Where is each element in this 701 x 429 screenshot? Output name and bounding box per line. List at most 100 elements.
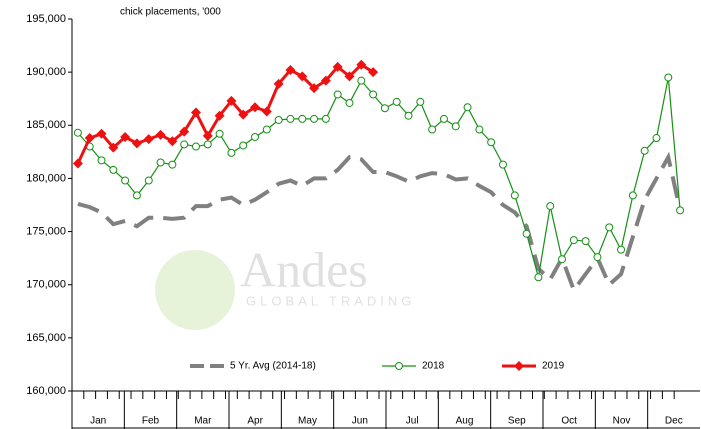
point	[320, 75, 331, 86]
y-tick-label: 175,000	[26, 225, 66, 237]
y-tick-label: 195,000	[26, 13, 66, 25]
point	[676, 206, 685, 215]
point	[96, 128, 107, 139]
point	[356, 59, 367, 70]
point	[569, 236, 578, 245]
point	[132, 191, 141, 200]
point	[428, 125, 437, 134]
x-tick-label: Nov	[613, 416, 631, 427]
point	[344, 71, 355, 82]
legend-label: 5 Yr. Avg (2014-18)	[230, 361, 316, 372]
y-tick-label: 180,000	[26, 172, 66, 184]
watermark-tagline: GLOBAL TRADING	[246, 293, 415, 308]
point	[191, 142, 200, 151]
x-tick-label: May	[298, 416, 317, 427]
point	[332, 61, 343, 72]
point	[131, 138, 142, 149]
point	[285, 65, 296, 76]
point	[274, 115, 283, 124]
point	[202, 130, 213, 141]
point	[250, 102, 261, 113]
point	[309, 83, 320, 94]
x-tick-label: Jul	[406, 416, 419, 427]
point	[439, 114, 448, 123]
y-tick-label: 170,000	[26, 279, 66, 291]
point	[144, 176, 153, 185]
point	[168, 160, 177, 169]
legend-marker	[395, 362, 403, 370]
point	[109, 165, 118, 174]
point	[451, 122, 460, 131]
x-tick-label: Oct	[561, 416, 577, 427]
point	[214, 110, 225, 121]
point	[345, 98, 354, 107]
point	[108, 142, 119, 153]
point	[321, 114, 330, 123]
point	[239, 141, 248, 150]
point	[534, 273, 543, 282]
point	[510, 191, 519, 200]
point	[97, 156, 106, 165]
point	[498, 160, 507, 169]
point	[179, 126, 190, 137]
point	[156, 158, 165, 167]
y-tick-label: 190,000	[26, 66, 66, 78]
point	[190, 107, 201, 118]
x-tick-label: Jan	[90, 416, 106, 427]
x-tick-label: Jun	[352, 416, 368, 427]
point	[558, 255, 567, 264]
point	[333, 90, 342, 99]
point	[298, 114, 307, 123]
point	[368, 67, 379, 78]
point	[640, 146, 649, 155]
point	[392, 97, 401, 106]
point	[84, 133, 95, 144]
point	[617, 245, 626, 254]
point	[369, 90, 378, 99]
point	[121, 176, 130, 185]
point	[652, 134, 661, 143]
x-tick-label: Mar	[194, 416, 212, 427]
point	[251, 132, 260, 141]
point	[143, 134, 154, 145]
point	[72, 158, 83, 169]
point	[404, 111, 413, 120]
point	[546, 202, 555, 211]
point	[463, 103, 472, 112]
x-tick-label: Dec	[665, 416, 683, 427]
point	[273, 78, 284, 89]
point	[180, 140, 189, 149]
watermark-logo	[155, 250, 235, 330]
point	[357, 76, 366, 85]
point	[416, 97, 425, 106]
point	[380, 104, 389, 113]
point	[475, 125, 484, 134]
point	[593, 253, 602, 262]
point	[581, 237, 590, 246]
series-line	[77, 151, 683, 295]
watermark-name: Andes	[240, 241, 368, 297]
point	[238, 109, 249, 120]
chart-title: chick placements, '000	[120, 7, 221, 18]
point	[155, 129, 166, 140]
point	[120, 131, 131, 142]
point	[167, 136, 178, 147]
point	[261, 106, 272, 117]
point	[262, 125, 271, 134]
series-line	[77, 77, 681, 278]
point	[297, 71, 308, 82]
legend-label: 2019	[542, 361, 565, 372]
y-tick-label: 160,000	[26, 385, 66, 397]
point	[522, 229, 531, 238]
point	[487, 138, 496, 147]
legend-marker	[514, 361, 524, 371]
y-tick-label: 165,000	[26, 332, 66, 344]
point	[310, 114, 319, 123]
point	[73, 128, 82, 137]
x-tick-label: Aug	[456, 416, 474, 427]
y-tick-label: 185,000	[26, 119, 66, 131]
point	[203, 140, 212, 149]
x-tick-label: Sep	[508, 416, 526, 427]
point	[664, 73, 673, 82]
